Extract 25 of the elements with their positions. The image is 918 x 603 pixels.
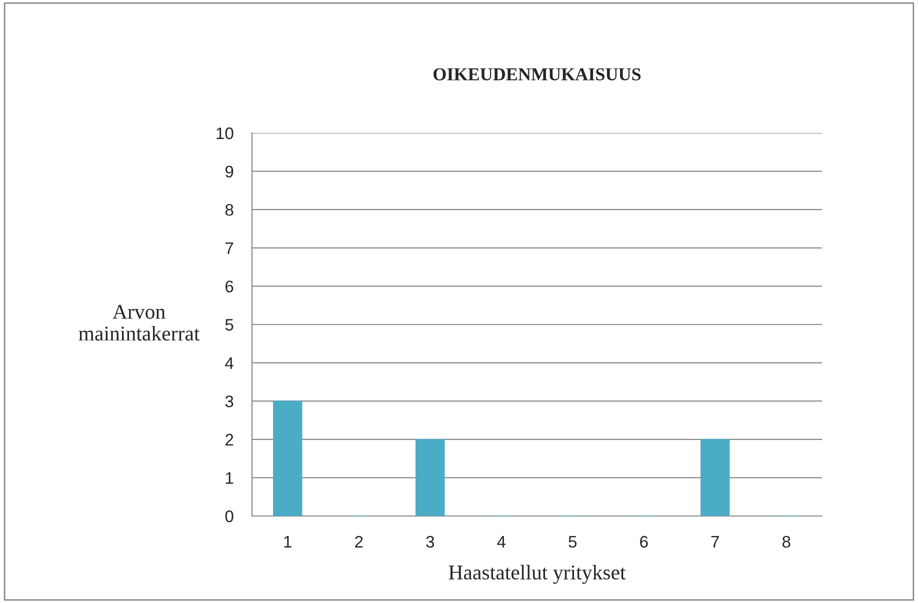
x-axis-title: Haastatellut yritykset (448, 564, 626, 584)
y-tick-label: 2 (226, 434, 234, 446)
y-tick-label: 5 (225, 319, 234, 331)
y-tick-label: 0 (225, 510, 234, 522)
x-tick-label: 3 (426, 536, 434, 548)
x-tick-label: 4 (497, 536, 506, 548)
y-tick-label: 8 (225, 204, 234, 216)
chart-title: OIKEUDENMUKAISUUS (434, 68, 641, 80)
y-axis-title: Arvon mainintakerrat (78, 304, 200, 341)
y-tick-label: 7 (226, 242, 234, 254)
y-tick-label: 9 (225, 166, 234, 178)
y-tick-label: 4 (225, 357, 234, 369)
bar (416, 439, 445, 516)
x-tick-label: 1 (284, 536, 292, 548)
x-tick-label: 6 (640, 536, 648, 548)
bar (273, 400, 302, 516)
bar (700, 439, 730, 516)
y-tick-label: 10 (216, 127, 234, 140)
y-tick-label: 1 (226, 472, 234, 484)
y-tick-label: 3 (225, 396, 234, 408)
x-tick-label: 5 (568, 536, 577, 548)
y-tick-label: 6 (226, 280, 234, 292)
x-tick-label: 8 (782, 536, 790, 548)
x-tick-label: 2 (355, 536, 363, 548)
x-tick-label: 7 (711, 536, 719, 548)
